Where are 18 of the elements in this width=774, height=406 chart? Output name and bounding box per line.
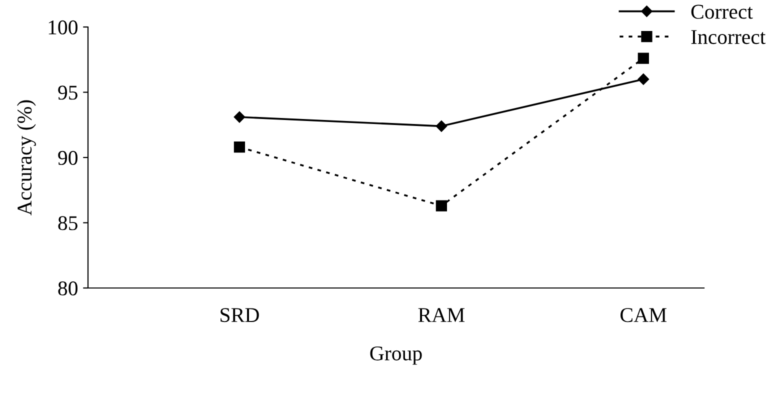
- legend-label: Correct: [691, 4, 753, 19]
- point: [234, 111, 246, 123]
- point: [436, 120, 448, 132]
- y-tick-label: 95: [58, 86, 78, 100]
- y-tick-label: 100: [48, 20, 78, 34]
- x-tick-label: CAM: [620, 308, 667, 322]
- y-tick-label: 80: [58, 281, 78, 296]
- y-tick-label: 85: [58, 216, 78, 230]
- legend-label: Incorrect: [691, 30, 766, 44]
- point: [234, 142, 246, 153]
- x-tick-label: RAM: [418, 308, 465, 322]
- y-tick-label: 90: [58, 150, 78, 165]
- x-axis-title: Group: [370, 346, 422, 365]
- point: [638, 74, 650, 85]
- point: [638, 52, 649, 64]
- point: [436, 200, 447, 212]
- x-tick-label: SRD: [220, 308, 259, 322]
- y-axis-title: Accuracy (%): [16, 100, 36, 216]
